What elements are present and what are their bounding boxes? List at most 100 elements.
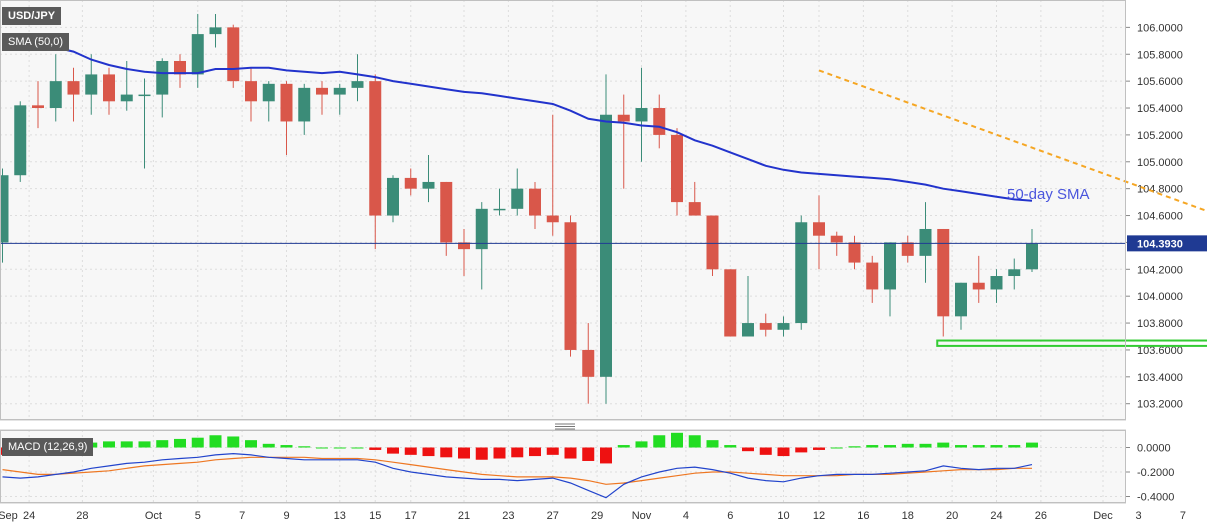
candle-down [848,242,861,263]
candle-up [884,242,896,290]
y-tick-label: 105.0000 [1137,157,1183,169]
macd-histogram-bar [209,435,222,448]
candle-down [706,215,719,270]
candle-up [990,276,1003,290]
macd-y-tick-label: -0.4000 [1137,492,1174,504]
candle-down [813,222,825,236]
macd-histogram-bar [1026,442,1038,448]
macd-histogram-bar [671,432,683,448]
candle-up [138,94,151,97]
candle-down [546,215,559,223]
candle-down [316,87,328,95]
x-tick-label: 4 [683,510,689,522]
macd-histogram-bar [972,445,985,448]
macd-histogram-bar [245,440,257,448]
x-tick-label: 12 [813,510,825,522]
x-tick-label: 13 [334,510,346,522]
macd-histogram-bar [333,447,346,449]
candle-down [369,81,382,216]
y-tick-label: 103.4000 [1137,372,1183,384]
macd-histogram-bar [422,447,435,457]
current-price-box [1127,235,1207,252]
candle-down [32,105,44,109]
macd-histogram-bar [316,447,328,449]
candle-down [830,235,843,243]
candle-down [688,202,701,216]
macd-indicator-label: MACD (12,26,9) [2,438,94,456]
x-tick-label: 10 [777,510,789,522]
x-tick-label: 15 [369,510,381,522]
x-tick-label: 24 [990,510,1002,522]
y-tick-label: 105.4000 [1137,103,1183,115]
candle-up [742,323,754,337]
candle-down [67,81,80,95]
candle-up [600,114,612,377]
macd-histogram-bar [884,445,896,448]
x-tick-label: 20 [946,510,958,522]
y-tick-label: 103.8000 [1137,318,1183,330]
candle-down [671,134,683,203]
candle-up [919,228,932,256]
macd-histogram-bar [351,447,364,449]
candle-down [564,222,577,350]
macd-histogram-bar [280,445,293,448]
candle-up [493,208,506,211]
candle-down [227,27,240,82]
x-tick-label: 5 [195,510,201,522]
x-tick-label: Oct [145,510,162,522]
candle-down [724,269,737,337]
y-axis-bg [1126,0,1207,526]
candle-up [120,94,133,102]
candle-down [582,349,595,377]
macd-histogram-bar [493,447,506,459]
candle-down [174,60,186,75]
candle-down [440,181,453,243]
x-tick-label: 17 [405,510,417,522]
candle-up [0,175,9,243]
sma-indicator-label: SMA (50,0) [2,33,70,51]
macd-histogram-bar [653,435,666,448]
macd-panel-border [0,430,1126,503]
macd-histogram-bar [156,440,169,448]
candle-up [635,108,648,122]
candle-down [901,242,914,256]
macd-histogram-bar [759,447,772,455]
macd-histogram-bar [617,445,630,448]
macd-histogram-bar [688,435,701,448]
candle-down [937,228,950,317]
x-tick-label: Sep [0,510,18,522]
candle-up [209,27,222,35]
macd-histogram-bar [635,441,648,448]
candle-down [245,81,257,102]
macd-histogram-bar [369,447,382,450]
macd-histogram-bar [475,447,488,460]
x-tick-label: 29 [591,510,603,522]
macd-line [2,452,1033,499]
x-tick-label: 9 [283,510,289,522]
y-tick-label: 104.2000 [1137,264,1183,276]
candle-up [955,282,967,317]
macd-y-tick-label: -0.2000 [1137,467,1174,479]
macd-histogram-bar [795,447,808,453]
candle-down [529,188,541,216]
macd-histogram-bar [937,442,950,448]
candle-up [1026,243,1038,270]
macd-histogram-bar [458,447,470,459]
x-tick-label: 3 [1135,510,1141,522]
y-tick-label: 103.6000 [1137,345,1183,357]
macd-histogram-bar [866,445,879,448]
macd-histogram-bar [564,447,577,459]
candle-up [262,83,275,102]
x-tick-label: 23 [502,510,514,522]
macd-histogram-bar [582,447,595,461]
candle-down [617,114,630,122]
candle-down [458,242,470,250]
macd-histogram-bar [990,445,1003,448]
candle-up [333,87,346,95]
y-tick-label: 103.2000 [1137,399,1183,411]
sma-line [2,33,1033,202]
candle-up [298,87,311,122]
macd-histogram-bar [600,447,612,464]
